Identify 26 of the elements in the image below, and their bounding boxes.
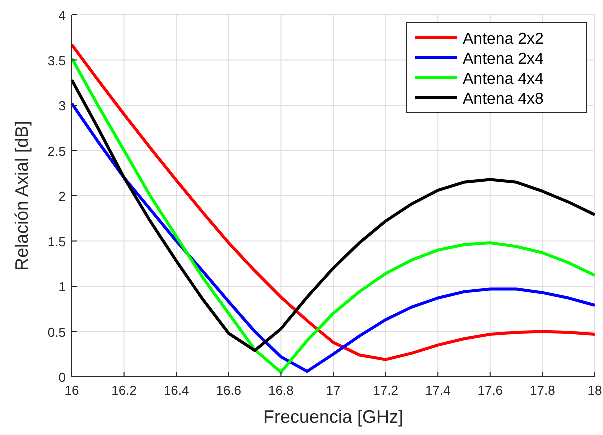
x-tick-label: 16.4 (164, 383, 190, 398)
x-tick-label: 17.8 (530, 383, 556, 398)
y-tick-label: 0.5 (48, 324, 66, 340)
legend-label: Antena 2x4 (463, 51, 544, 68)
x-tick-label: 16 (64, 383, 80, 398)
legend-label: Antena 4x8 (463, 91, 544, 108)
x-tick-label: 18 (588, 383, 602, 398)
x-tick-label: 16.8 (268, 383, 294, 398)
y-axis-title: Relación Axial [dB] (12, 120, 32, 272)
y-tick-label: 0 (58, 370, 66, 385)
y-tick-label: 3.5 (48, 53, 66, 68)
y-tick-label: 3 (58, 98, 66, 114)
y-tick-label: 1.5 (48, 234, 66, 250)
y-tick-label: 1 (58, 280, 66, 294)
legend-label: Antena 4x4 (463, 71, 544, 88)
y-tick-label: 2 (58, 189, 66, 204)
legend-label: Antena 2x2 (463, 31, 544, 48)
x-tick-label: 17.6 (478, 383, 504, 398)
y-tick-label: 4 (58, 8, 66, 23)
x-tick-label: 17.4 (425, 383, 451, 398)
x-tick-label: 17.2 (373, 383, 398, 398)
y-tick-label: 2.5 (48, 144, 66, 159)
x-tick-label: 16.6 (216, 383, 242, 398)
x-tick-label: 16.2 (112, 383, 137, 398)
x-tick-label: 17 (326, 383, 341, 398)
x-axis-title: Frecuencia [GHz] (263, 407, 404, 427)
